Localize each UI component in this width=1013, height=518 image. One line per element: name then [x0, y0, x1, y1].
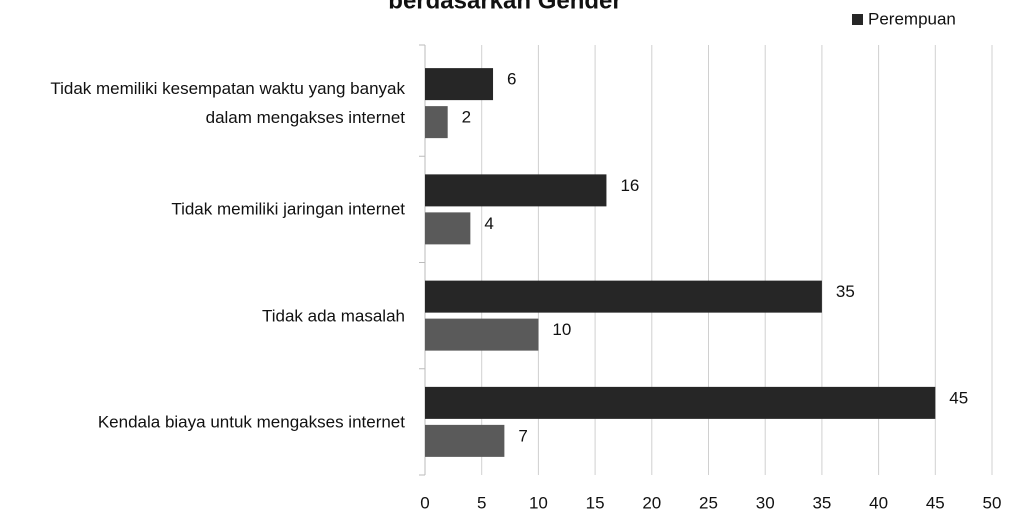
bar — [425, 318, 539, 351]
data-label: 35 — [836, 282, 855, 301]
data-label: 10 — [552, 320, 571, 339]
y-tick-label: Tidak ada masalah — [261, 306, 405, 326]
data-label: 4 — [484, 214, 493, 233]
x-tick-label: 15 — [586, 493, 605, 512]
data-label: 16 — [620, 176, 639, 195]
bar — [425, 386, 936, 419]
bar — [425, 424, 505, 457]
bar — [425, 106, 448, 139]
bar — [425, 280, 822, 313]
data-label: 6 — [507, 70, 516, 89]
x-tick-label: 40 — [869, 493, 888, 512]
x-tick-label: 30 — [756, 493, 775, 512]
y-tick-label: Tidak memiliki jaringan internet — [171, 199, 405, 219]
y-tick-label: Tidak memiliki kesempatan waktu yang ban… — [50, 79, 405, 128]
legend-swatch — [852, 14, 863, 25]
data-label: 45 — [949, 388, 968, 407]
bar — [425, 174, 607, 207]
legend-label: Perempuan — [868, 9, 956, 28]
bar — [425, 68, 494, 101]
y-tick-label: Kendala biaya untuk mengakses internet — [97, 412, 405, 432]
data-label: 2 — [462, 108, 471, 127]
x-tick-label: 50 — [983, 493, 1002, 512]
x-tick-label: 10 — [529, 493, 548, 512]
x-tick-label: 35 — [812, 493, 831, 512]
x-tick-label: 45 — [926, 493, 945, 512]
chart-title: berdasarkan Gender — [388, 0, 621, 14]
x-tick-label: 0 — [420, 493, 429, 512]
x-tick-label: 25 — [699, 493, 718, 512]
bar — [425, 212, 471, 245]
x-tick-label: 5 — [477, 493, 486, 512]
x-tick-label: 20 — [642, 493, 661, 512]
data-label: 7 — [518, 426, 527, 445]
